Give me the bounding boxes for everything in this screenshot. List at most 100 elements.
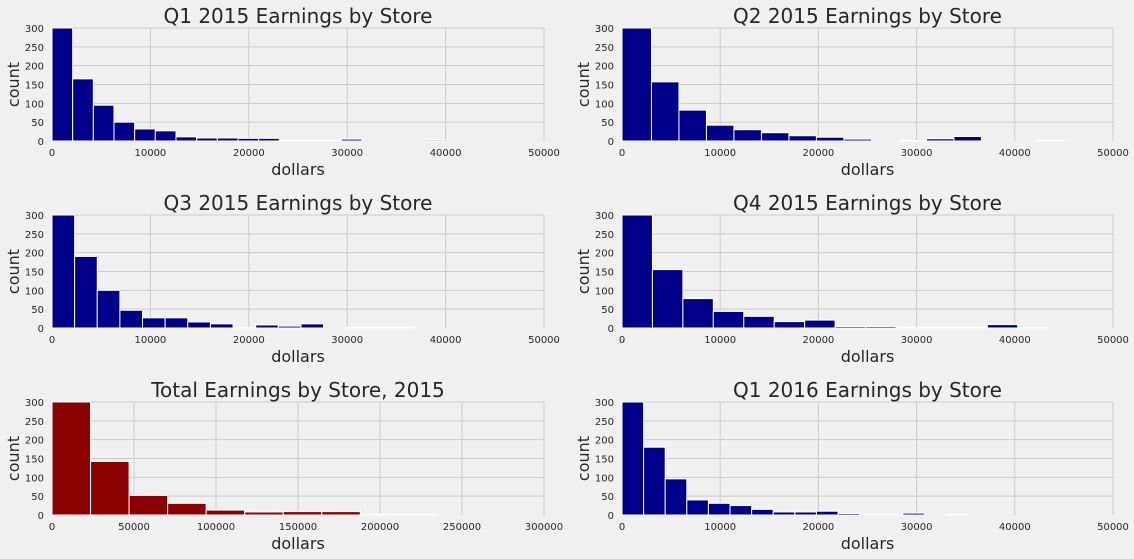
y-tick-label: 100 [595,473,614,484]
x-tick-label: 50000 [528,335,560,346]
histogram-bar [815,136,845,142]
histogram-bar [865,325,897,329]
y-tick-label: 0 [38,137,44,148]
y-tick-label: 250 [595,230,614,241]
chart-title: Q1 2015 Earnings by Store [164,4,433,28]
histogram-bar [196,137,218,142]
x-tick-label: 20000 [233,335,265,346]
histogram-bar [258,137,280,142]
y-tick-label: 150 [25,268,44,279]
histogram-bar [751,508,774,516]
histogram-panel-3: 0 10000 20000 30000 40000 50000 0 50 100 150 200 25… [4,191,560,366]
y-tick-label: 250 [595,43,614,54]
x-axis-label: dollars [271,160,325,179]
histogram-bar [278,139,301,142]
histogram-bar [686,499,709,516]
histogram-bar [621,214,653,329]
histogram-bar [51,214,76,329]
histogram-bar [209,323,234,329]
histogram-bar [300,323,325,329]
x-tick-label: 0 [49,335,55,346]
chart-title: Total Earnings by Store, 2015 [150,378,445,402]
x-axis-label: dollars [841,160,895,179]
y-tick-label: 200 [25,62,44,73]
histogram-bar [51,27,74,142]
x-tick-label: 0 [619,148,625,159]
histogram-bar [142,317,166,329]
histogram-bar [712,310,745,329]
x-tick-label: 0 [49,148,55,159]
histogram-bar [621,27,652,142]
histogram-bar [134,128,156,142]
x-tick-label: 50000 [1097,522,1129,533]
y-tick-label: 50 [31,305,44,316]
x-tick-label: 30000 [331,148,363,159]
x-tick-label: 10000 [704,148,736,159]
y-tick-label: 100 [25,286,44,297]
histogram-bar [651,269,684,329]
x-tick-label: 0 [49,522,55,533]
x-tick-label: 10000 [704,335,736,346]
histogram-bar [772,511,796,516]
y-tick-label: 250 [25,230,44,241]
histogram-bar [705,124,735,142]
x-tick-label: 20000 [802,522,834,533]
histogram-bar [859,513,882,516]
histogram-bar [953,135,982,142]
histogram-bar [773,321,806,329]
histogram-bar [986,324,1019,329]
y-axis-label: count [4,62,23,107]
histogram-bar [255,324,279,329]
y-tick-label: 0 [608,324,614,335]
x-tick-label: 40000 [999,148,1031,159]
histogram-bar [678,109,707,142]
histogram-bar [956,326,988,329]
y-axis-label: count [574,249,593,294]
histogram-bar [729,505,753,516]
histogram-bar [895,326,927,329]
y-tick-label: 200 [595,249,614,260]
y-tick-label: 50 [31,492,44,503]
y-tick-label: 300 [595,398,614,409]
y-axis-label: count [574,436,593,481]
chart-title: Q3 2015 Earnings by Store [164,191,433,215]
histogram-panel-2: 0 10000 20000 30000 40000 50000 0 50 100 150 200 25… [574,4,1129,179]
histogram-bar [167,502,207,516]
histogram-bar [902,512,925,516]
y-tick-label: 0 [608,511,614,522]
histogram-bar [277,325,302,329]
x-tick-label: 50000 [528,148,560,159]
histogram-bar [51,401,92,516]
y-tick-label: 100 [25,99,44,110]
y-tick-label: 50 [601,492,614,503]
histogram-bar [175,136,198,142]
y-tick-label: 100 [595,286,614,297]
y-tick-label: 50 [601,118,614,129]
histogram-bar [733,129,762,142]
histogram-bar [216,137,239,142]
histogram-bar [237,137,260,142]
chart-title: Q2 2015 Earnings by Store [733,4,1002,28]
histogram-bar [113,121,136,142]
histogram-panel-1: 0 10000 20000 30000 40000 50000 0 50 100 150 200 25… [4,4,560,179]
histogram-bar [843,138,872,142]
y-tick-label: 250 [595,417,614,428]
x-axis-label: dollars [271,534,325,553]
y-tick-label: 150 [595,268,614,279]
histogram-bar [244,511,284,516]
y-tick-label: 300 [25,398,44,409]
x-axis-label: dollars [841,347,895,366]
y-tick-label: 150 [595,81,614,92]
x-axis-label: dollars [271,347,325,366]
x-tick-label: 300000 [525,522,563,533]
x-axis-label: dollars [841,534,895,553]
x-tick-label: 250000 [443,522,481,533]
x-tick-label: 40000 [430,335,462,346]
x-tick-label: 30000 [331,335,363,346]
x-tick-label: 150000 [279,522,317,533]
y-tick-label: 150 [25,455,44,466]
y-tick-label: 50 [601,305,614,316]
histogram-bar [815,510,839,516]
x-tick-label: 20000 [802,335,834,346]
histogram-bar [650,81,680,142]
